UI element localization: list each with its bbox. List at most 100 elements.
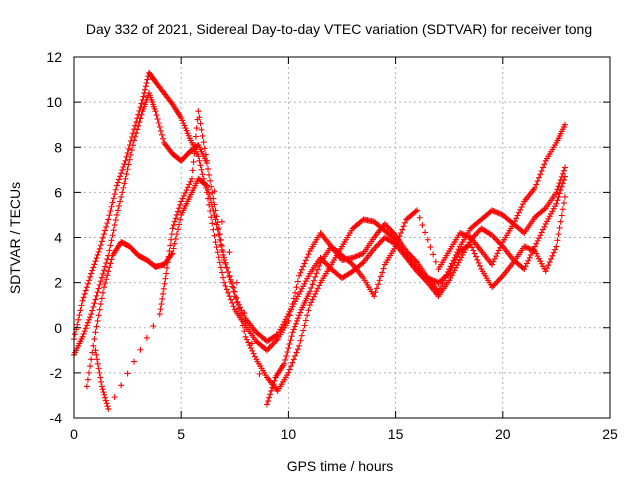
x-tick-label: 10 [281, 426, 297, 442]
data-point-interp [101, 267, 108, 274]
data-point-interp [250, 350, 257, 357]
data-point-interp [120, 184, 127, 191]
data-point-interp [376, 240, 383, 247]
data-point-interp [269, 384, 276, 391]
data-point-interp [529, 246, 536, 253]
data-point-interp [190, 158, 197, 165]
data-point-interp [297, 337, 304, 344]
data-point-interp [140, 93, 147, 100]
data-point-interp [416, 214, 423, 221]
data-point-interp [216, 259, 223, 266]
x-tick-label: 15 [388, 426, 404, 442]
data-point-interp [498, 274, 505, 281]
data-point-interp [207, 195, 214, 202]
data-point-interp [271, 377, 278, 384]
data-point-interp [534, 178, 541, 185]
data-point-interp [491, 255, 498, 262]
data-point-interp [191, 150, 198, 157]
data-point-interp [518, 204, 525, 211]
data-point-interp [293, 349, 300, 356]
data-point [96, 245, 103, 252]
data-point-interp [118, 193, 125, 200]
data-point-interp [534, 237, 541, 244]
data-point-interp [206, 191, 213, 198]
data-point [446, 270, 453, 277]
data-point-interp [118, 170, 125, 177]
data-point-interp [427, 276, 434, 283]
data-point-interp [201, 145, 208, 152]
data-point-interp [99, 386, 106, 393]
data-point-interp [313, 270, 320, 277]
data-point-interp [310, 277, 317, 284]
data-point-interp [89, 349, 96, 356]
data-point [561, 121, 568, 128]
data-point-interp [541, 206, 548, 213]
data-point-interp [155, 119, 162, 126]
data-point-interp [157, 127, 164, 134]
data-point-interp [124, 166, 131, 173]
data-point-interp [290, 356, 297, 363]
data-point-interp [82, 287, 89, 294]
data-point-interp [419, 222, 426, 229]
data-point-interp [118, 382, 125, 389]
data-point-interp [238, 316, 245, 323]
data-point-interp [308, 299, 315, 306]
data-point-interp [490, 258, 497, 265]
data-point-interp [462, 232, 469, 239]
data-point-interp [293, 317, 300, 324]
data-point-interp [196, 157, 203, 164]
data-point-interp [229, 280, 236, 287]
data-point-interp [555, 231, 562, 238]
data-point-interp [128, 147, 135, 154]
data-point-interp [144, 76, 151, 83]
data-point [553, 200, 560, 207]
data-point-interp [173, 211, 180, 218]
data-point-interp [522, 244, 529, 251]
data-point-interp [493, 236, 500, 243]
data-point-interp [158, 131, 165, 138]
data-point-interp [107, 260, 114, 267]
data-point-interp [107, 242, 114, 249]
data-point [489, 284, 496, 291]
data-point-interp [83, 322, 90, 329]
data-point-interp [80, 330, 87, 337]
data-point-interp [92, 258, 99, 265]
data-point-interp [168, 236, 175, 243]
data-point-interp [477, 262, 484, 269]
data-point-interp [230, 303, 237, 310]
data-point-interp [93, 292, 100, 299]
data-point-interp [548, 255, 555, 262]
data-point-interp [95, 312, 102, 319]
data-point-interp [538, 167, 545, 174]
data-point-interp [270, 381, 277, 388]
data-point-interp [560, 200, 567, 207]
data-point-interp [84, 280, 91, 287]
data-point-interp [226, 272, 233, 279]
data-point-interp [519, 228, 526, 235]
data-point-interp [94, 317, 101, 324]
data-point-interp [549, 252, 556, 259]
data-point [521, 266, 528, 273]
data-point-interp [138, 100, 145, 107]
data-point-interp [298, 332, 305, 339]
data-point [553, 189, 560, 196]
data-point-interp [396, 233, 403, 240]
data-point-interp [292, 289, 299, 296]
data-point-interp [163, 264, 170, 271]
series-track-b [71, 90, 568, 358]
data-point-interp [179, 195, 186, 202]
data-point-interp [523, 244, 530, 251]
data-point-interp [124, 149, 131, 156]
data-point [212, 239, 219, 246]
data-point-interp [401, 219, 408, 226]
data-point-interp [206, 171, 213, 178]
data-point-interp [142, 86, 149, 93]
data-point-interp [172, 235, 179, 242]
data-point-interp [533, 240, 540, 247]
data-point-interp [168, 99, 175, 106]
data-point-interp [72, 331, 79, 338]
data-point-interp [379, 237, 386, 244]
data-point-interp [220, 251, 227, 258]
data-point-interp [168, 231, 175, 238]
data-point-interp [217, 241, 224, 248]
